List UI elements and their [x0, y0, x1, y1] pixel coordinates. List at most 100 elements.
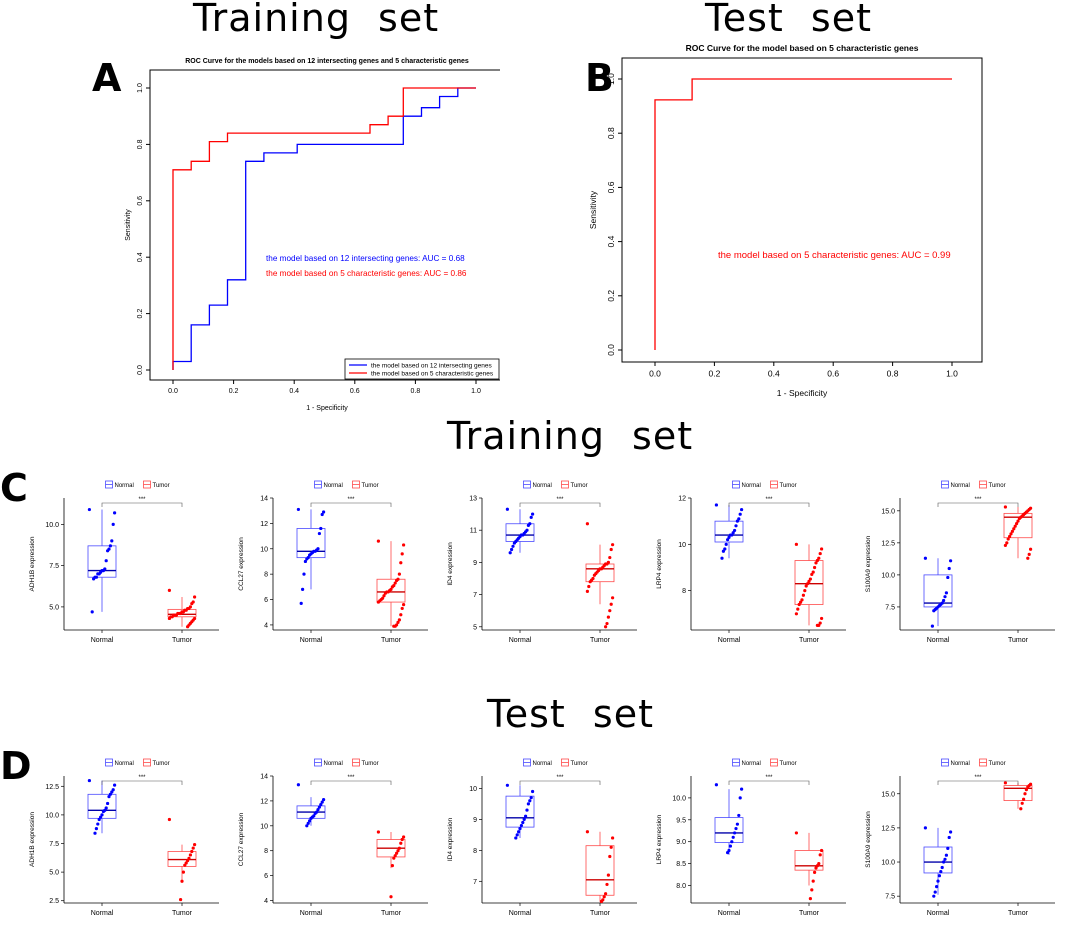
legend-label: the model based on 5 characteristic gene… [371, 371, 494, 378]
point-tumor [402, 543, 406, 547]
x-tick-label: 0.2 [229, 388, 239, 395]
point-tumor [605, 621, 609, 626]
point-tumor [1024, 788, 1028, 792]
x-tick-label: Normal [509, 910, 532, 917]
y-axis-label: ADH1B expression [29, 536, 36, 591]
point-tumor [820, 848, 824, 853]
point-normal [935, 885, 939, 889]
point-tumor [186, 625, 190, 629]
point-tumor [1019, 807, 1023, 811]
point-normal [515, 833, 519, 837]
significance-label: *** [138, 775, 146, 781]
point-tumor [1013, 524, 1017, 528]
point-tumor [397, 846, 401, 850]
point-tumor [1003, 505, 1007, 509]
roc-chart-test: ROC Curve for the model based on 5 chara… [590, 43, 983, 398]
box-normal [505, 523, 535, 542]
x-tick-label: 1.0 [946, 369, 958, 379]
point-normal [734, 826, 738, 831]
y-tick-label: 7.5 [885, 604, 895, 611]
point-normal [106, 549, 110, 553]
y-tick-label: 10.0 [881, 860, 895, 867]
point-normal [526, 523, 530, 527]
point-tumor [592, 573, 596, 577]
point-normal [308, 553, 312, 557]
point-normal [738, 796, 742, 800]
point-tumor [383, 591, 387, 595]
point-tumor [382, 594, 386, 598]
y-axis-label: CCL27 expression [238, 812, 245, 866]
x-tick-label: 0.4 [768, 369, 780, 379]
x-axis-label: 1 - Specificity [777, 388, 828, 398]
y-tick-label: 1.0 [606, 73, 616, 85]
point-tumor [806, 582, 810, 586]
point-normal [303, 559, 307, 564]
point-tumor [193, 843, 197, 847]
x-tick-label: Normal [300, 910, 323, 917]
y-axis-label: ID4 expression [447, 817, 454, 861]
legend-label-tumor: Tumor [989, 761, 1006, 767]
point-normal [301, 587, 305, 591]
point-normal [316, 808, 320, 812]
y-tick-label: 0.0 [606, 344, 616, 356]
y-tick-label: 8 [473, 848, 477, 855]
significance-bracket [101, 502, 183, 507]
point-tumor [1005, 541, 1009, 545]
boxplot-row-training: Normal Tumor 5.0 7.5 10.0 ADH1B expression Nor… [28, 476, 1065, 654]
x-tick-label: Normal [509, 637, 532, 644]
title-training-top: Training set [193, 0, 440, 40]
point-normal [505, 783, 509, 787]
y-tick-label: 7.5 [49, 563, 59, 570]
y-tick-label: 5.0 [49, 604, 59, 611]
y-tick-label: 0.4 [137, 252, 144, 262]
legend-box [344, 358, 500, 380]
point-normal [87, 507, 91, 512]
point-normal [738, 512, 742, 516]
point-tumor [1023, 792, 1027, 796]
point-tumor [604, 625, 608, 629]
point-tumor [400, 837, 404, 842]
legend-label-normal: Normal [742, 761, 761, 767]
point-tumor [1003, 543, 1007, 548]
point-tumor [585, 589, 589, 593]
point-tumor [605, 882, 609, 887]
y-tick-label: 8 [264, 848, 268, 855]
x-tick-label: 0.0 [168, 388, 178, 395]
y-tick-label: 4 [264, 622, 268, 629]
point-normal [946, 846, 950, 850]
y-tick-label: 14 [260, 496, 268, 503]
point-normal [94, 827, 98, 831]
auc-annotation: the model based on 5 characteristic gene… [718, 250, 951, 261]
y-axis-label: S100A9 expression [865, 811, 872, 868]
point-tumor [397, 572, 401, 576]
y-tick-label: 12 [260, 798, 268, 805]
point-tumor [611, 596, 615, 600]
point-tumor [184, 861, 188, 865]
point-tumor [1016, 519, 1020, 523]
point-normal [721, 549, 725, 553]
point-tumor [180, 879, 184, 883]
point-tumor [814, 866, 818, 870]
point-tumor [396, 620, 400, 624]
y-tick-label: 7.5 [49, 841, 59, 848]
roc-line-5-genes [172, 87, 476, 370]
x-tick-label: Tumor [590, 910, 611, 917]
boxplot-adh1b-test: Normal Tumor 2.5 5.0 7.5 10.0 12.5 ADH1B expres… [29, 758, 219, 917]
point-normal [526, 802, 530, 806]
x-tick-label: Normal [300, 637, 323, 644]
y-tick-label: 9 [473, 817, 477, 824]
point-normal [299, 601, 303, 605]
legend-label-normal: Normal [533, 483, 552, 489]
y-tick-label: 10.0 [672, 795, 686, 802]
legend-label-normal: Normal [115, 483, 134, 489]
point-normal [949, 559, 953, 563]
point-normal [518, 827, 522, 831]
y-axis-label: LRP4 expression [656, 814, 663, 864]
point-normal [512, 541, 516, 545]
y-tick-label: 14 [260, 774, 268, 781]
point-normal [740, 787, 744, 791]
point-normal [296, 783, 300, 787]
y-axis-label: ID4 expression [447, 542, 454, 586]
point-tumor [190, 849, 194, 854]
significance-bracket [937, 502, 1019, 507]
